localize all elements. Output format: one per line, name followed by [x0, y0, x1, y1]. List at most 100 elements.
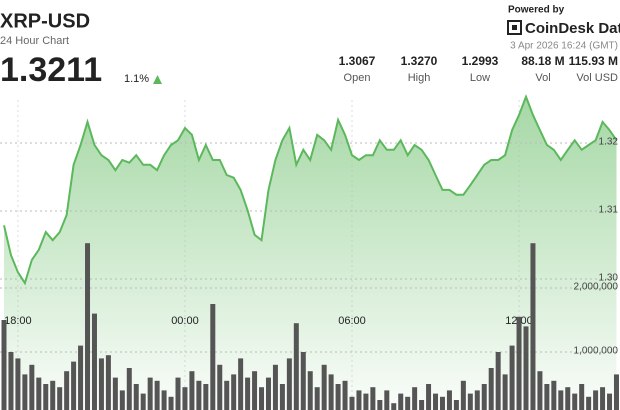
price-line [3, 94, 618, 286]
volume-bar [328, 374, 334, 410]
volume-bar [175, 377, 181, 410]
volume-bar [238, 358, 244, 410]
volume-bar [460, 380, 466, 410]
volume-bar [293, 323, 299, 410]
volume-bar [572, 393, 578, 410]
volume-bar [43, 384, 49, 410]
stat-label: Open [344, 72, 371, 84]
volume-bar [433, 393, 439, 410]
volume-bar [495, 352, 501, 410]
volume-bar [272, 364, 278, 410]
volume-bar [203, 384, 209, 410]
volume-bar [377, 400, 383, 410]
volume-bar [50, 380, 56, 410]
volume-bar [356, 390, 362, 410]
volume-bar [419, 400, 425, 410]
volume-bar [607, 393, 613, 410]
volume-bar [544, 384, 550, 410]
volume-bar [391, 403, 397, 410]
stat-label: High [408, 72, 431, 84]
volume-bar [586, 396, 592, 410]
volume-bar [600, 387, 606, 410]
volume-bar [370, 387, 376, 410]
volume-bar [300, 352, 306, 410]
volume-bar [182, 387, 188, 410]
stat-label: Vol [535, 72, 550, 84]
change: 1.1% [124, 73, 149, 85]
price-area [4, 96, 617, 410]
volume-bar [217, 364, 223, 410]
volume-bar [119, 390, 125, 410]
volume-bar [467, 393, 473, 410]
volume-bar [363, 393, 369, 410]
volume-bar [22, 374, 28, 410]
volume-bar [105, 355, 111, 410]
volume-bar [196, 380, 202, 410]
volume-bar [530, 243, 536, 410]
volume-bar [64, 371, 70, 410]
volume-bar [502, 374, 508, 410]
volume-bar [405, 396, 411, 410]
volume-bar [579, 384, 585, 410]
volume-bar [1, 320, 7, 410]
stat-value: 1.2993 [462, 54, 499, 68]
volume-bar [321, 364, 327, 410]
y-tick-label: 1.32 [599, 137, 619, 148]
stat-value: 88.18 M [521, 54, 564, 68]
volume-bar [259, 387, 265, 410]
up-arrow [153, 75, 162, 84]
volume-bar [453, 400, 459, 410]
volume-bar [488, 368, 494, 410]
volume-bar [112, 377, 118, 410]
volume-bar [481, 384, 487, 410]
volume-bar [154, 380, 160, 410]
volume-bar [29, 364, 35, 410]
stat-value: 1.3270 [401, 54, 438, 68]
volume-bar [161, 390, 167, 410]
x-tick-label: 00:00 [171, 315, 199, 327]
subtitle: 24 Hour Chart [0, 35, 69, 47]
volume-bar [349, 396, 355, 410]
y-tick-label: 1.31 [599, 205, 619, 216]
volume-bar [314, 387, 320, 410]
volume-bar [286, 358, 292, 410]
volume-bar [439, 396, 445, 410]
volume-bar [565, 387, 571, 410]
stat-value: 1.3067 [339, 54, 376, 68]
brand-logo [507, 20, 522, 35]
volume-bar [71, 361, 77, 410]
volume-bar [126, 368, 132, 410]
volume-bar [426, 384, 432, 410]
chart-title: XRP-USD [0, 10, 90, 32]
volume-bar [147, 377, 153, 410]
volume-bar [252, 371, 258, 410]
volume-bar [384, 390, 390, 410]
stat-label: Vol USD [576, 72, 618, 84]
volume-bar [523, 326, 529, 410]
volume-bar [265, 377, 271, 410]
volume-bar [398, 393, 404, 410]
stat-value: 115.93 M [569, 54, 618, 68]
volume-bar [474, 390, 480, 410]
volume-bar [210, 304, 216, 410]
volume-bar [224, 380, 230, 410]
volume-bar [551, 380, 557, 410]
volume-bar [279, 384, 285, 410]
timestamp: 3 Apr 2026 16:24 (GMT) [510, 41, 618, 52]
volume-bar [140, 393, 146, 410]
volume-bar [335, 384, 341, 410]
volume-bar [558, 390, 564, 410]
volume-bar [133, 384, 139, 410]
price: 1.3211 [0, 51, 102, 89]
volume-bar [446, 390, 452, 410]
volume-bar [91, 313, 97, 410]
x-tick-label: 18:00 [4, 315, 32, 327]
volume-bar [85, 243, 91, 410]
stat-label: Low [470, 72, 490, 84]
volume-bar [57, 387, 63, 410]
plot: 18:0000:0006:0012:001.321.311.302,000,00… [0, 94, 620, 410]
volume-bar [15, 358, 21, 410]
volume-bar [8, 352, 14, 410]
volume-bar [516, 316, 522, 410]
powered-by: Powered by [508, 5, 565, 16]
